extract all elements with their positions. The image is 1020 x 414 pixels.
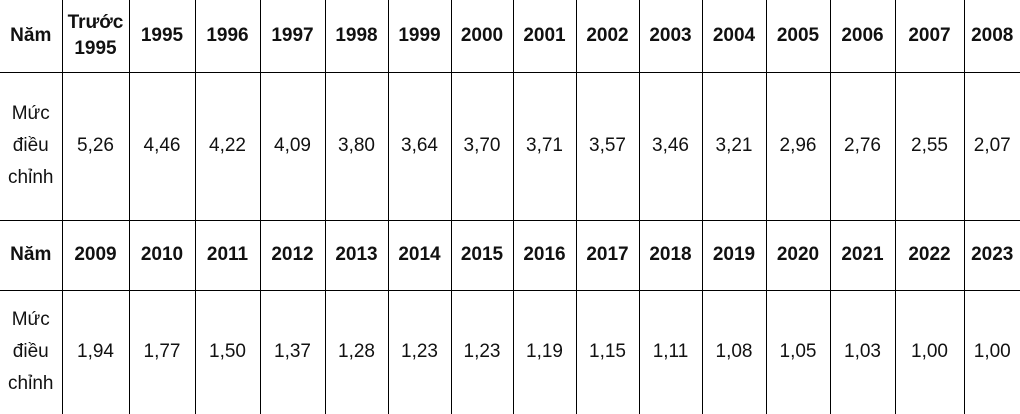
year-row: Năm 2009 2010 2011 2012 2013 2014 2015 2016 2017 2…	[0, 220, 1020, 291]
value-cell: 1,94	[61, 290, 129, 414]
year-cell: 1996	[194, 0, 260, 73]
value-cell: 3,80	[324, 72, 388, 221]
value-cell: 1,23	[387, 290, 451, 414]
year-cell: 1995	[128, 0, 195, 73]
value-cell: 1,50	[194, 290, 260, 414]
year-cell: 2004	[701, 0, 766, 73]
year-cell: 2012	[259, 220, 325, 291]
year-cell: 2003	[638, 0, 702, 73]
value-cell: 3,46	[638, 72, 702, 221]
year-cell: 2020	[765, 220, 830, 291]
year-cell: 2019	[701, 220, 766, 291]
year-cell: 2018	[638, 220, 702, 291]
year-cell: Trước 1995	[61, 0, 129, 73]
value-cell: 1,11	[638, 290, 702, 414]
row-label: Mức điều chỉnh	[0, 290, 62, 414]
value-cell: 1,37	[259, 290, 325, 414]
year-cell: 2000	[450, 0, 513, 73]
year-cell: 2005	[765, 0, 830, 73]
year-cell: 2014	[387, 220, 451, 291]
value-cell: 3,71	[512, 72, 576, 221]
year-cell: 2013	[324, 220, 388, 291]
year-cell: 2006	[829, 0, 895, 73]
year-cell: 2011	[194, 220, 260, 291]
value-cell: 3,57	[575, 72, 639, 221]
value-cell: 4,22	[194, 72, 260, 221]
year-cell: 1997	[259, 0, 325, 73]
value-cell: 1,03	[829, 290, 895, 414]
year-cell: 1999	[387, 0, 451, 73]
year-row: Năm Trước 1995 1995 1996 1997 1998 1999 2000 200…	[0, 0, 1020, 73]
row-label: Mức điều chỉnh	[0, 72, 62, 221]
value-cell: 1,00	[894, 290, 964, 414]
value-cell: 1,08	[701, 290, 766, 414]
year-cell: 2010	[128, 220, 195, 291]
value-cell: 3,70	[450, 72, 513, 221]
row-label: Năm	[0, 220, 62, 291]
value-cell: 1,19	[512, 290, 576, 414]
year-cell: 2002	[575, 0, 639, 73]
value-cell: 1,28	[324, 290, 388, 414]
value-cell: 1,77	[128, 290, 195, 414]
row-label: Năm	[0, 0, 62, 73]
year-cell: 2023	[963, 220, 1020, 291]
year-cell: 2008	[963, 0, 1020, 73]
value-cell: 5,26	[61, 72, 129, 221]
value-cell: 3,64	[387, 72, 451, 221]
year-cell: 2015	[450, 220, 513, 291]
year-cell: 2016	[512, 220, 576, 291]
value-cell: 1,23	[450, 290, 513, 414]
value-row: Mức điều chỉnh 1,94 1,77 1,50 1,37 1,28 1,23 1,…	[0, 290, 1020, 414]
value-cell: 1,05	[765, 290, 830, 414]
value-cell: 1,00	[963, 290, 1020, 414]
value-row: Mức điều chỉnh 5,26 4,46 4,22 4,09 3,80 3,64 3,…	[0, 72, 1020, 221]
year-cell: 1998	[324, 0, 388, 73]
year-cell: 2007	[894, 0, 964, 73]
year-cell: 2022	[894, 220, 964, 291]
value-cell: 2,07	[963, 72, 1020, 221]
value-cell: 1,15	[575, 290, 639, 414]
value-cell: 4,46	[128, 72, 195, 221]
value-cell: 3,21	[701, 72, 766, 221]
value-cell: 2,96	[765, 72, 830, 221]
year-cell: 2021	[829, 220, 895, 291]
value-cell: 2,55	[894, 72, 964, 221]
year-cell: 2017	[575, 220, 639, 291]
year-cell: 2001	[512, 0, 576, 73]
year-cell: 2009	[61, 220, 129, 291]
value-cell: 4,09	[259, 72, 325, 221]
value-cell: 2,76	[829, 72, 895, 221]
